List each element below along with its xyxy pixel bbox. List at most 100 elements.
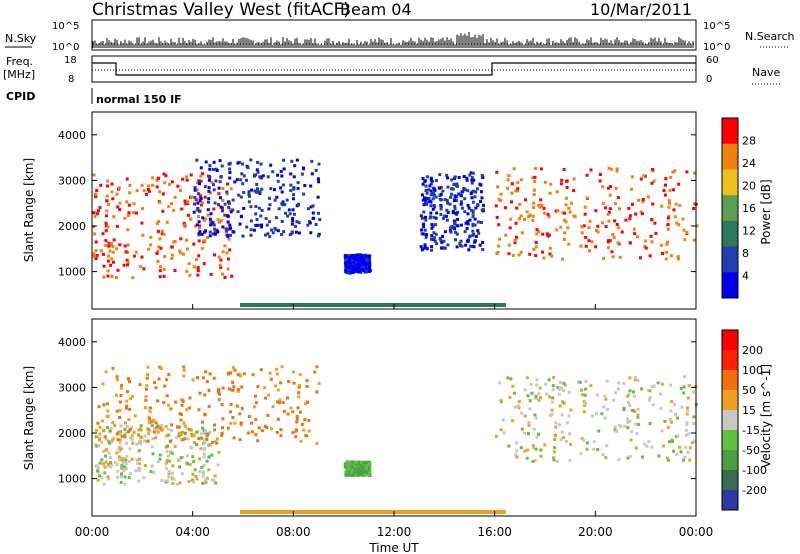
data-cell	[131, 441, 135, 445]
data-cell	[157, 427, 161, 431]
data-cell	[636, 235, 639, 239]
data-cell	[256, 170, 260, 174]
data-cell	[199, 447, 203, 451]
data-cell	[195, 258, 198, 262]
data-cell	[207, 186, 211, 190]
data-cell	[543, 211, 547, 215]
data-cell	[344, 265, 348, 269]
data-cell	[115, 375, 119, 379]
data-cell	[118, 438, 122, 442]
data-cell	[682, 385, 686, 389]
ground-scatter-cell	[268, 510, 270, 514]
data-cell	[277, 207, 281, 211]
ground-scatter-cell	[314, 510, 316, 514]
data-cell	[182, 221, 186, 225]
data-cell	[98, 206, 102, 210]
data-cell	[211, 220, 215, 224]
data-cell	[125, 404, 129, 408]
colorbar-swatch	[722, 272, 738, 299]
data-cell	[647, 440, 651, 444]
data-cell	[534, 397, 538, 400]
data-cell	[236, 210, 240, 214]
data-cell	[111, 197, 115, 201]
data-cell	[142, 476, 146, 480]
colorbar-swatch	[722, 246, 738, 273]
data-cell	[453, 207, 457, 211]
data-cell	[317, 211, 320, 215]
data-cell	[110, 190, 114, 194]
data-cell	[535, 232, 539, 236]
data-cell	[516, 187, 520, 191]
data-cell	[187, 406, 191, 410]
data-cell	[494, 204, 498, 208]
data-cell	[459, 200, 463, 204]
data-cell	[640, 387, 644, 391]
ground-scatter-cell	[318, 303, 320, 307]
data-cell	[146, 184, 150, 188]
data-cell	[271, 170, 275, 174]
data-cell	[628, 241, 632, 245]
data-cell	[685, 231, 689, 234]
ground-scatter-cell	[334, 510, 336, 514]
ground-scatter-cell	[470, 303, 472, 307]
data-cell	[433, 189, 437, 192]
ground-scatter-cell	[356, 510, 358, 514]
data-cell	[554, 425, 558, 429]
data-cell	[207, 189, 211, 193]
data-cell	[563, 211, 567, 215]
data-cell	[453, 197, 457, 201]
data-cell	[208, 372, 212, 376]
data-cell	[281, 183, 285, 187]
data-cell	[120, 434, 124, 438]
data-cell	[204, 430, 207, 434]
data-cell	[188, 428, 192, 431]
data-cell	[421, 232, 425, 236]
data-cell	[498, 237, 502, 241]
data-cell	[109, 456, 113, 460]
data-cell	[193, 441, 197, 444]
data-cell	[317, 162, 321, 166]
ground-scatter-cell	[456, 303, 458, 307]
data-cell	[525, 210, 529, 214]
data-cell	[229, 371, 233, 375]
data-cell	[432, 215, 436, 219]
data-cell	[120, 466, 124, 470]
colorbar-tick-label: 20	[742, 180, 756, 193]
data-cell	[249, 219, 253, 223]
ground-scatter-cell	[496, 510, 498, 514]
data-cell	[470, 181, 474, 185]
data-cell	[553, 437, 557, 441]
data-cell	[291, 217, 295, 221]
data-cell	[494, 434, 498, 438]
data-cell	[167, 205, 171, 209]
ground-scatter-cell	[504, 510, 506, 514]
data-cell	[141, 207, 145, 211]
colorbar-tick-label: 15	[742, 404, 756, 417]
ground-scatter-cell	[444, 510, 446, 514]
data-cell	[654, 231, 658, 235]
data-cell	[560, 178, 564, 182]
data-cell	[107, 241, 111, 245]
data-cell	[128, 183, 132, 187]
data-cell	[204, 478, 208, 482]
data-cell	[597, 429, 601, 433]
data-cell	[120, 464, 124, 468]
ground-scatter-cell	[266, 510, 268, 514]
data-cell	[213, 253, 216, 257]
data-cell	[276, 372, 280, 376]
data-cell	[471, 171, 475, 175]
data-cell	[663, 419, 667, 423]
data-cell	[96, 421, 100, 425]
data-cell	[535, 378, 539, 382]
data-cell	[580, 231, 584, 235]
data-cell	[135, 458, 139, 462]
data-cell	[606, 240, 610, 244]
data-cell	[128, 191, 132, 195]
data-cell	[302, 192, 306, 196]
data-cell	[442, 239, 446, 243]
data-cell	[450, 187, 454, 191]
data-cell	[228, 223, 232, 227]
data-cell	[666, 227, 670, 231]
data-cell	[509, 217, 513, 221]
data-cell	[130, 425, 134, 429]
